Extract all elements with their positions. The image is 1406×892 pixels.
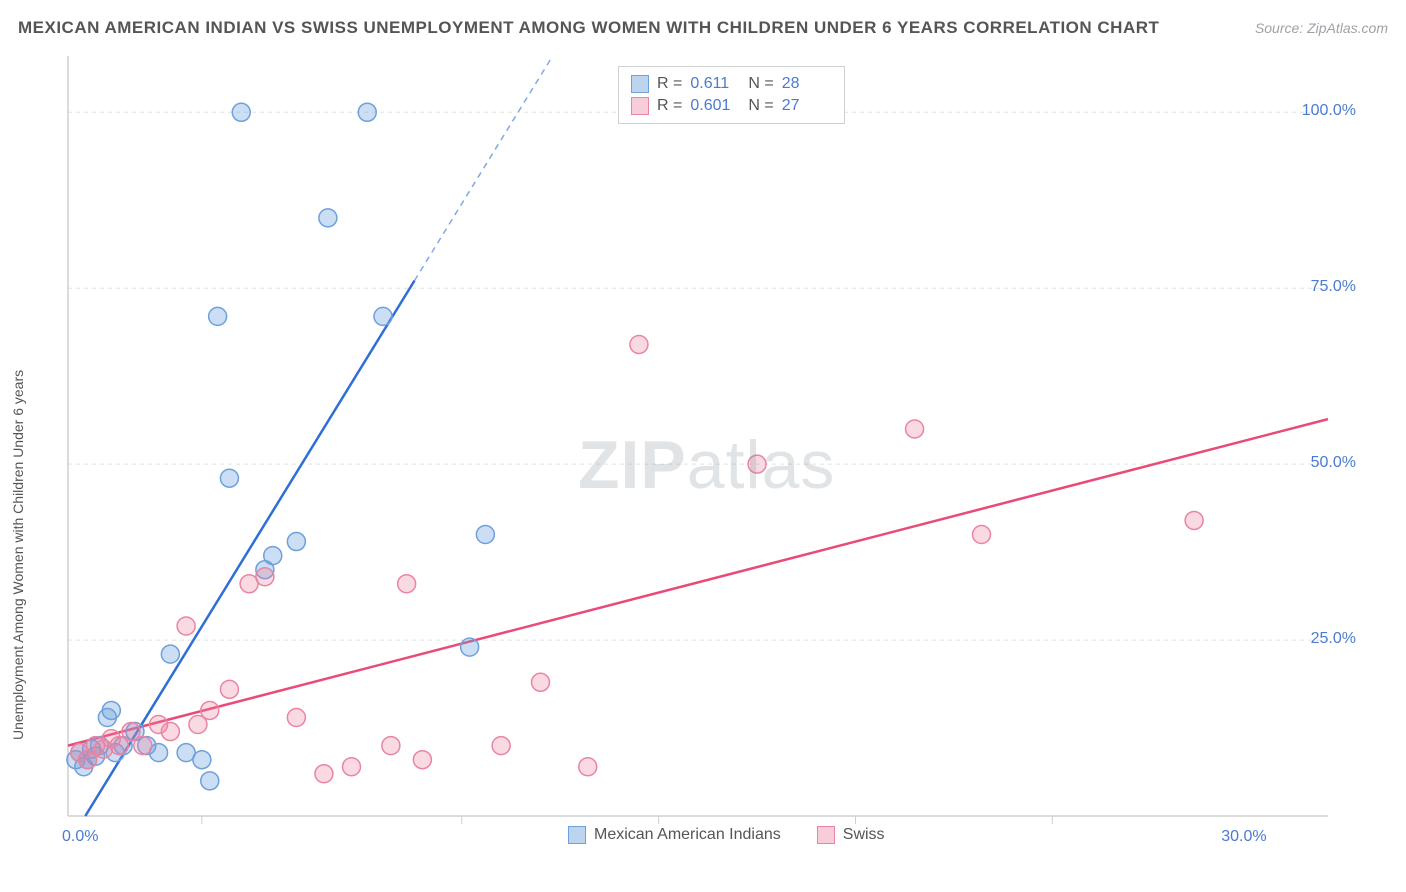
y-axis-label: Unemployment Among Women with Children U… [10,370,26,740]
scatter-chart-svg [58,56,1358,846]
stats-legend-box: R = 0.611 N = 28 R = 0.601 N = 27 [618,66,845,124]
stat-r-value: 0.601 [690,97,740,115]
stat-n-label: N = [748,97,773,115]
series-swatch-icon [817,826,835,844]
series-swatch-icon [631,75,649,93]
stat-r-label: R = [657,97,682,115]
stat-n-value: 28 [782,75,832,93]
stats-row: R = 0.601 N = 27 [631,95,832,117]
y-tick-label: 100.0% [1302,102,1356,120]
legend-label: Swiss [843,826,885,844]
legend-label: Mexican American Indians [594,826,781,844]
series-swatch-icon [631,97,649,115]
stat-r-value: 0.611 [690,75,740,93]
y-tick-label: 75.0% [1311,278,1356,296]
chart-area: ZIPatlas R =0.611N =28R =0.601N =27 Mexi… [58,56,1358,846]
chart-header: MEXICAN AMERICAN INDIAN VS SWISS UNEMPLO… [18,18,1388,38]
legend-item: Mexican American Indians [568,824,781,846]
chart-source: Source: ZipAtlas.com [1255,20,1388,36]
chart-title: MEXICAN AMERICAN INDIAN VS SWISS UNEMPLO… [18,18,1159,38]
y-tick-label: 25.0% [1311,630,1356,648]
series-swatch-icon [568,826,586,844]
x-tick-label: 0.0% [62,828,98,846]
stats-row: R = 0.611 N = 28 [631,73,832,95]
series-legend: Mexican American Indians Swiss [568,824,885,846]
y-tick-label: 50.0% [1311,454,1356,472]
legend-item: Swiss [817,824,885,846]
stat-r-label: R = [657,75,682,93]
x-tick-label: 30.0% [1221,828,1266,846]
stat-n-label: N = [748,75,773,93]
stat-n-value: 27 [782,97,832,115]
